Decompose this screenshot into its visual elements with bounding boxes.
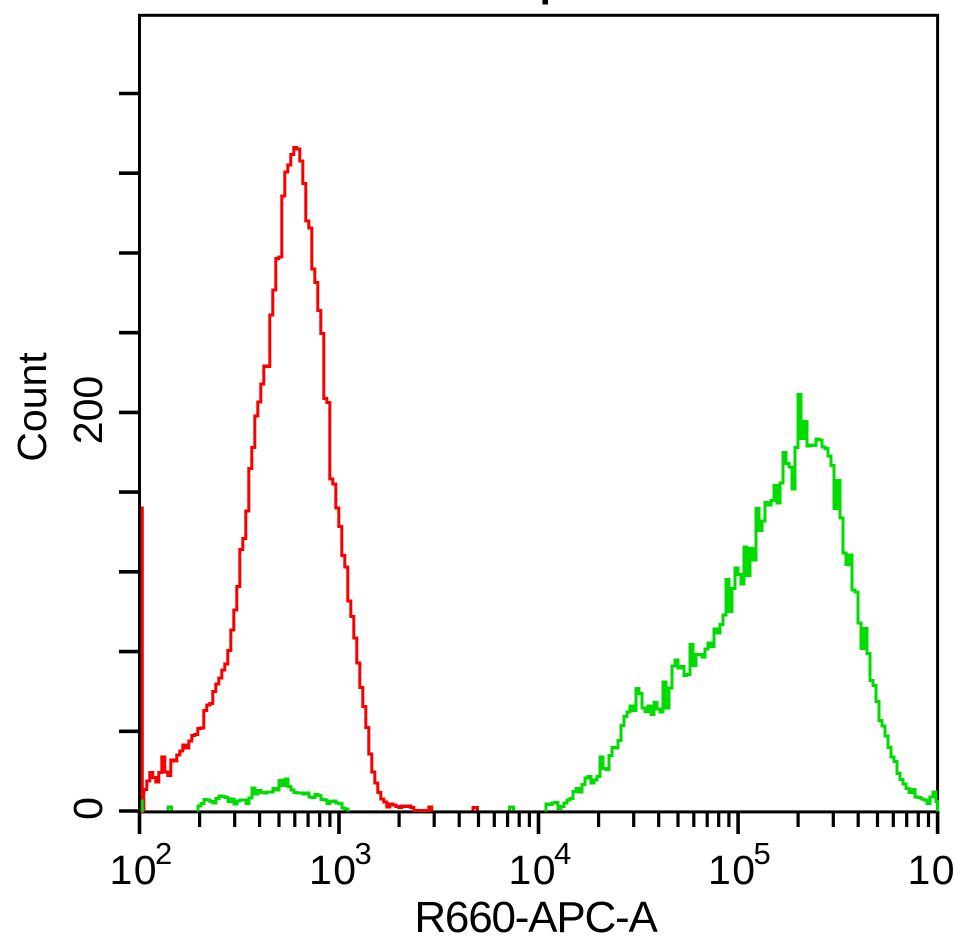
svg-text:10: 10 bbox=[309, 847, 358, 893]
svg-text:10: 10 bbox=[110, 847, 159, 893]
svg-text:4: 4 bbox=[554, 836, 571, 871]
svg-text:Count: Count bbox=[9, 352, 55, 462]
svg-text:200: 200 bbox=[65, 376, 111, 444]
svg-text:2: 2 bbox=[155, 836, 172, 871]
svg-text:5: 5 bbox=[754, 836, 771, 871]
svg-text:R660-APC-A: R660-APC-A bbox=[414, 893, 658, 941]
svg-text:3: 3 bbox=[355, 836, 372, 871]
svg-text:10: 10 bbox=[908, 847, 954, 893]
svg-text:10: 10 bbox=[708, 847, 757, 893]
svg-text:10: 10 bbox=[509, 847, 558, 893]
svg-text:0: 0 bbox=[65, 797, 111, 820]
